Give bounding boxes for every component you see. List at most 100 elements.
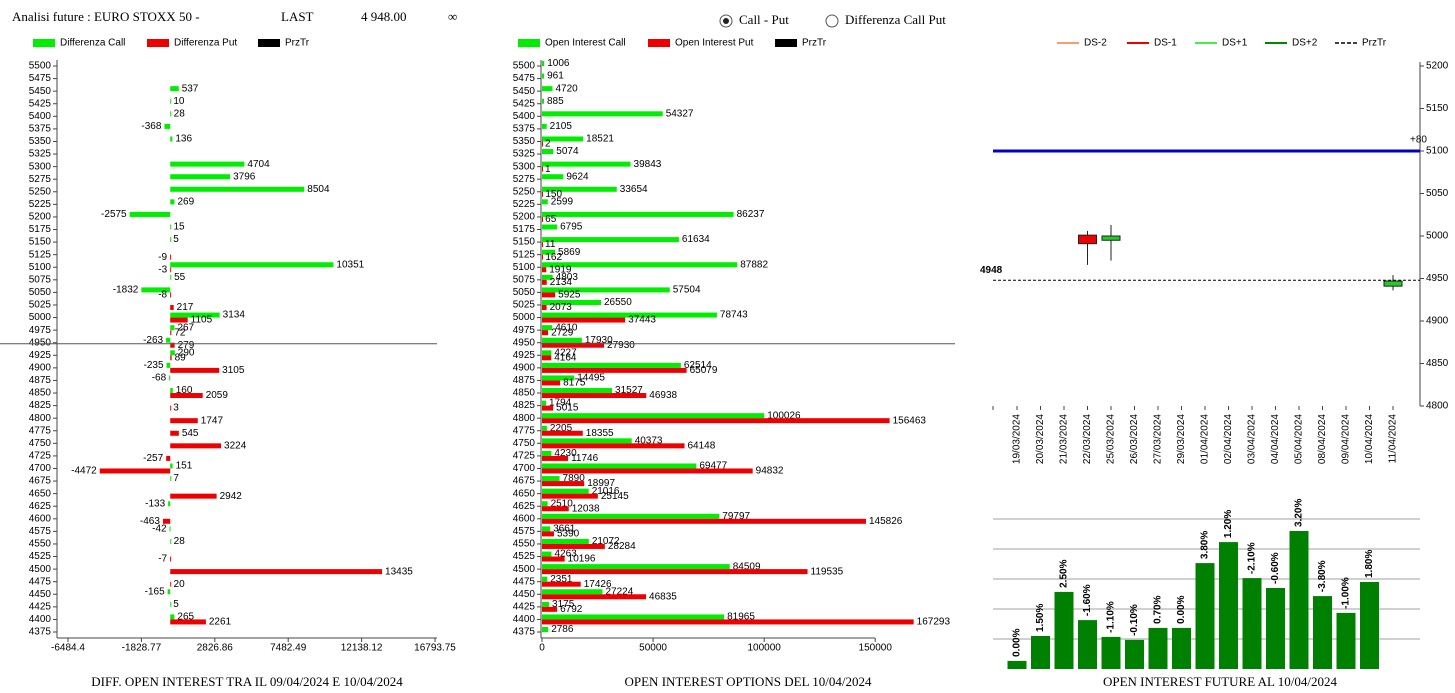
x-tick-label: -1828.77 xyxy=(122,643,162,654)
y-tick-label: 4700 xyxy=(513,463,536,474)
y-tick-label: 5225 xyxy=(29,199,52,210)
bar xyxy=(542,111,663,117)
bar xyxy=(542,556,565,562)
bar xyxy=(542,61,545,66)
value-label: 2786 xyxy=(551,624,574,635)
bar xyxy=(542,468,753,474)
value-label: 279 xyxy=(178,340,195,351)
bar xyxy=(170,476,172,482)
value-label: 2351 xyxy=(550,574,573,585)
bar xyxy=(170,111,172,117)
price-label: 4948 xyxy=(980,265,1003,276)
y-tick-label: 5100 xyxy=(1426,146,1449,157)
bar xyxy=(542,526,551,532)
value-label: 18521 xyxy=(586,134,614,145)
bar xyxy=(542,216,543,222)
value-label: 31527 xyxy=(615,385,643,396)
y-tick-label: 5075 xyxy=(29,274,52,285)
value-label: -165 xyxy=(145,586,165,597)
bar xyxy=(542,531,554,537)
bar xyxy=(542,186,617,192)
y-tick-label: 4475 xyxy=(513,576,536,587)
value-label: 62514 xyxy=(684,360,712,371)
value-label: -257 xyxy=(143,453,163,464)
bar xyxy=(170,556,172,562)
bar xyxy=(542,538,589,544)
y-tick-label: 4375 xyxy=(29,627,52,638)
value-label: 265 xyxy=(177,612,194,623)
value-label: 269 xyxy=(177,196,194,207)
value-label: 160 xyxy=(176,385,193,396)
bar xyxy=(542,292,556,298)
legend-swatch xyxy=(1057,42,1079,44)
bar xyxy=(542,330,549,336)
y-tick-label: 4725 xyxy=(513,451,536,462)
bar xyxy=(1336,612,1356,669)
bar xyxy=(542,249,556,255)
bar xyxy=(542,199,548,205)
value-label: 21072 xyxy=(592,536,620,547)
legend-label: DS+2 xyxy=(1292,38,1318,49)
radio-call-put[interactable]: Call - Put xyxy=(719,12,789,28)
x-tick-label: 09/04/2024 xyxy=(1341,414,1352,464)
y-tick-label: 4425 xyxy=(29,601,52,612)
value-label: 2134 xyxy=(550,277,573,288)
value-label: 72 xyxy=(174,327,186,338)
bar xyxy=(170,186,305,192)
radio-diff[interactable]: Differenza Call Put xyxy=(825,12,946,28)
y-tick-label: 5200 xyxy=(1426,61,1449,72)
value-label: 2059 xyxy=(206,390,229,401)
bar xyxy=(542,455,569,461)
bar xyxy=(542,576,548,582)
bar xyxy=(170,136,173,142)
bar xyxy=(542,254,543,260)
bar xyxy=(170,614,175,620)
bar xyxy=(542,418,890,424)
y-tick-label: 5200 xyxy=(29,212,52,223)
bar xyxy=(542,237,679,243)
value-label: 17930 xyxy=(585,335,613,346)
bar xyxy=(170,304,174,310)
value-label: 1 xyxy=(545,164,551,175)
value-label: 37443 xyxy=(628,315,656,326)
bar xyxy=(99,468,171,474)
bar xyxy=(170,224,172,230)
value-label: 8504 xyxy=(307,184,330,195)
y-tick-label: 4950 xyxy=(29,337,52,348)
x-tick-label: 50000 xyxy=(639,643,667,654)
y-tick-label: 4575 xyxy=(513,526,536,537)
bar xyxy=(169,526,171,532)
x-tick-label: 16793.75 xyxy=(414,643,456,654)
legend-label: Differenza Call xyxy=(60,38,125,49)
bar xyxy=(542,601,550,607)
bar xyxy=(542,551,552,557)
x-tick-label: 11/04/2024 xyxy=(1388,414,1399,464)
value-label: 1105 xyxy=(191,315,213,326)
value-label: 28284 xyxy=(608,541,636,552)
x-tick-label: 26/03/2024 xyxy=(1129,414,1140,464)
legend-swatch xyxy=(1127,42,1149,44)
bar xyxy=(542,362,681,368)
bar xyxy=(542,393,647,399)
value-label: 150 xyxy=(545,189,562,200)
bar xyxy=(170,418,198,424)
y-tick-label: 5000 xyxy=(513,312,536,323)
value-label: 13435 xyxy=(385,566,413,577)
value-label: -4472 xyxy=(71,466,97,477)
y-tick-label: 4775 xyxy=(29,425,52,436)
y-tick-label: 5100 xyxy=(29,262,52,273)
bar xyxy=(542,350,552,356)
y-tick-label: 4975 xyxy=(513,325,536,336)
bar xyxy=(542,589,603,595)
bar xyxy=(166,455,171,461)
candle-body xyxy=(1078,234,1097,245)
y-tick-label: 4950 xyxy=(1426,273,1449,284)
x-tick-label: 22/03/2024 xyxy=(1082,414,1093,464)
value-label: 5015 xyxy=(556,403,579,414)
bar xyxy=(170,430,179,436)
bar xyxy=(1360,582,1379,669)
bar xyxy=(1195,563,1215,669)
y-tick-label: 4650 xyxy=(29,488,52,499)
y-tick-label: 5025 xyxy=(513,300,536,311)
value-label: 4610 xyxy=(555,322,578,333)
